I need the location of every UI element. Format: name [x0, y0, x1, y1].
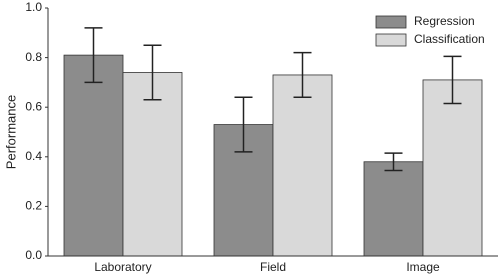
- y-tick-label: 0.6: [25, 99, 42, 113]
- error-bar: [234, 96, 253, 153]
- y-tick-label: 0.4: [25, 149, 42, 163]
- x-tick-label: Laboratory: [94, 260, 151, 274]
- error-bar: [84, 27, 103, 84]
- y-tick-label: 1.0: [25, 0, 42, 14]
- x-tick-label: Field: [260, 260, 286, 274]
- legend-swatch: [375, 33, 407, 47]
- legend-label: Classification: [414, 32, 485, 46]
- bar: [122, 72, 183, 257]
- y-tick-label: 0.2: [25, 199, 42, 213]
- bar: [422, 79, 483, 257]
- y-tick-label: 0.8: [25, 50, 42, 64]
- error-bar: [143, 44, 162, 101]
- bar: [363, 161, 424, 257]
- x-tick-label: Image: [406, 260, 440, 274]
- legend-swatch: [375, 15, 407, 29]
- bar: [63, 54, 124, 257]
- bar: [272, 74, 333, 257]
- y-axis-label: Performance: [3, 95, 18, 169]
- y-tick-label: 0.0: [25, 248, 42, 262]
- error-bar: [443, 55, 462, 105]
- error-bar: [293, 51, 312, 99]
- legend-label: Regression: [414, 14, 475, 28]
- error-bar: [384, 152, 403, 172]
